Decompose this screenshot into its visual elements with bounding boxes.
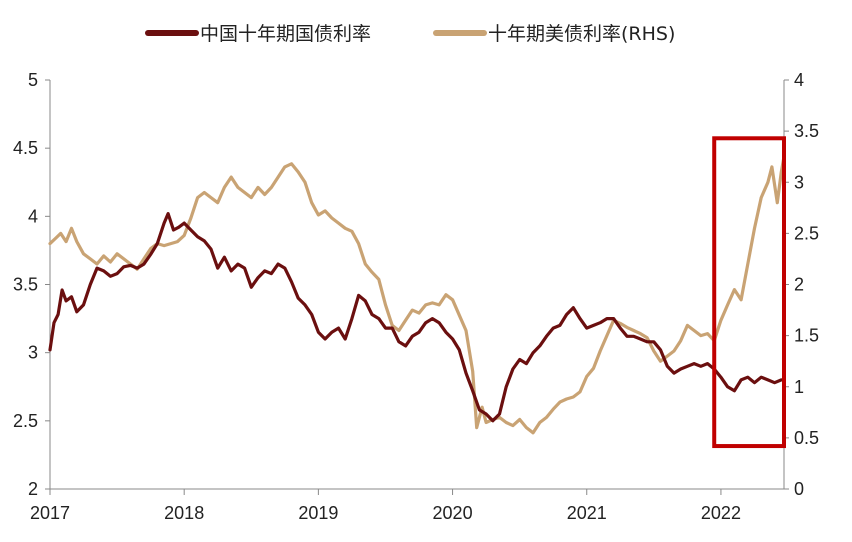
y-right-tick-label: 2.5	[794, 223, 819, 243]
y-right-tick-label: 4	[794, 70, 804, 90]
y-left-tick-label: 2.5	[13, 411, 38, 431]
highlight-box	[712, 136, 786, 449]
y-left-tick-label: 4	[28, 206, 38, 226]
highlight-rectangle	[712, 136, 786, 449]
x-ticks: 2017 2018 2019 2020 2021 2022	[30, 489, 741, 523]
y-right-tick-label: 3	[794, 172, 804, 192]
y-left-tick-label: 3.5	[13, 275, 38, 295]
series-line-us-10y	[48, 155, 786, 435]
y-left-tick-label: 5	[28, 70, 38, 90]
y-left-tick-label: 3	[28, 343, 38, 363]
y-left-tick-label: 4.5	[13, 138, 38, 158]
x-tick-label: 2020	[433, 503, 473, 523]
y-right-tick-label: 0.5	[794, 428, 819, 448]
plot-area	[48, 155, 786, 435]
legend-label-china: 中国十年期国债利率	[200, 23, 371, 45]
y-right-tick-label: 0	[794, 479, 804, 499]
x-tick-label: 2021	[567, 503, 607, 523]
y-left-tick-label: 2	[28, 479, 38, 499]
y-right-tick-label: 3.5	[794, 121, 819, 141]
legend: 中国十年期国债利率 十年期美债利率(RHS)	[145, 23, 675, 45]
y-right-tick-label: 1.5	[794, 326, 819, 346]
axes	[49, 80, 785, 490]
y-right-ticks: 0 0.5 1 1.5 2 2.5 3 3.5 4	[784, 70, 819, 499]
x-tick-label: 2018	[164, 503, 204, 523]
series-line-china-10y	[48, 212, 783, 423]
x-tick-label: 2022	[701, 503, 741, 523]
x-tick-label: 2017	[30, 503, 70, 523]
y-left-ticks: 2 2.5 3 3.5 4 4.5 5	[13, 70, 50, 499]
legend-label-us: 十年期美债利率(RHS)	[488, 23, 675, 45]
y-right-tick-label: 1	[794, 377, 804, 397]
y-right-tick-label: 2	[794, 275, 804, 295]
x-tick-label: 2019	[298, 503, 338, 523]
